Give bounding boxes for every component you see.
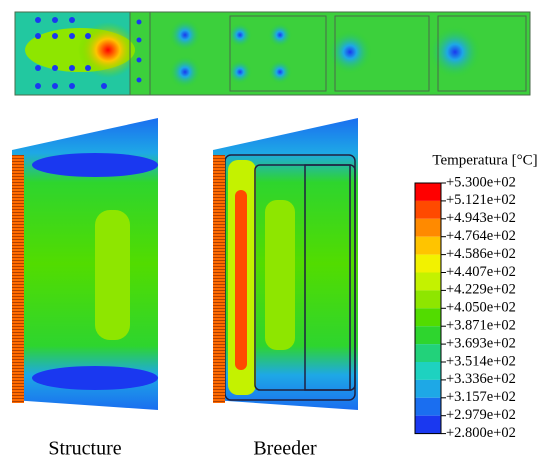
color-band bbox=[415, 290, 441, 308]
structure-contour: Structure bbox=[12, 118, 158, 460]
legend-label: +5.121e+02 bbox=[446, 192, 516, 208]
page: {"legend": {"title": "Temperatura [°C]",… bbox=[0, 0, 560, 463]
color-band bbox=[415, 273, 441, 291]
legend-label: +3.514e+02 bbox=[446, 353, 516, 369]
color-band bbox=[415, 183, 441, 201]
legend-label: +4.050e+02 bbox=[446, 300, 516, 316]
legend-label: +5.300e+02 bbox=[446, 174, 516, 190]
color-band bbox=[415, 255, 441, 273]
top-contour bbox=[15, 12, 530, 95]
legend-label: +3.157e+02 bbox=[446, 389, 516, 405]
legend-label: +4.229e+02 bbox=[446, 282, 516, 298]
legend-label: +4.764e+02 bbox=[446, 228, 516, 244]
legend-label: +2.800e+02 bbox=[446, 425, 516, 441]
color-band bbox=[415, 380, 441, 398]
legend-label: +3.336e+02 bbox=[446, 371, 516, 387]
caption: Structure bbox=[48, 438, 121, 460]
color-band bbox=[415, 237, 441, 255]
figure: Structure Breeder Temperatura [°C] +5.30… bbox=[0, 0, 560, 463]
legend-label: +4.943e+02 bbox=[446, 210, 516, 226]
legend-label: +2.979e+02 bbox=[446, 407, 516, 423]
color-band bbox=[415, 344, 441, 362]
color-band bbox=[415, 219, 441, 237]
legend-label: +3.871e+02 bbox=[446, 318, 516, 334]
color-band bbox=[415, 362, 441, 380]
legend-label: +4.407e+02 bbox=[446, 264, 516, 280]
color-band bbox=[415, 308, 441, 326]
color-band bbox=[415, 201, 441, 219]
legend: Temperatura [°C] +5.300e+02 +5.121e+02 +4.… bbox=[415, 152, 538, 440]
legend-label: +3.693e+02 bbox=[446, 335, 516, 351]
legend-label: +4.586e+02 bbox=[446, 246, 516, 262]
color-band bbox=[415, 416, 441, 434]
legend-title: Temperatura [°C] bbox=[432, 152, 537, 168]
color-band bbox=[415, 326, 441, 344]
caption: Breeder bbox=[253, 438, 317, 460]
color-band bbox=[415, 398, 441, 416]
breeder-contour: Breeder bbox=[213, 118, 358, 460]
